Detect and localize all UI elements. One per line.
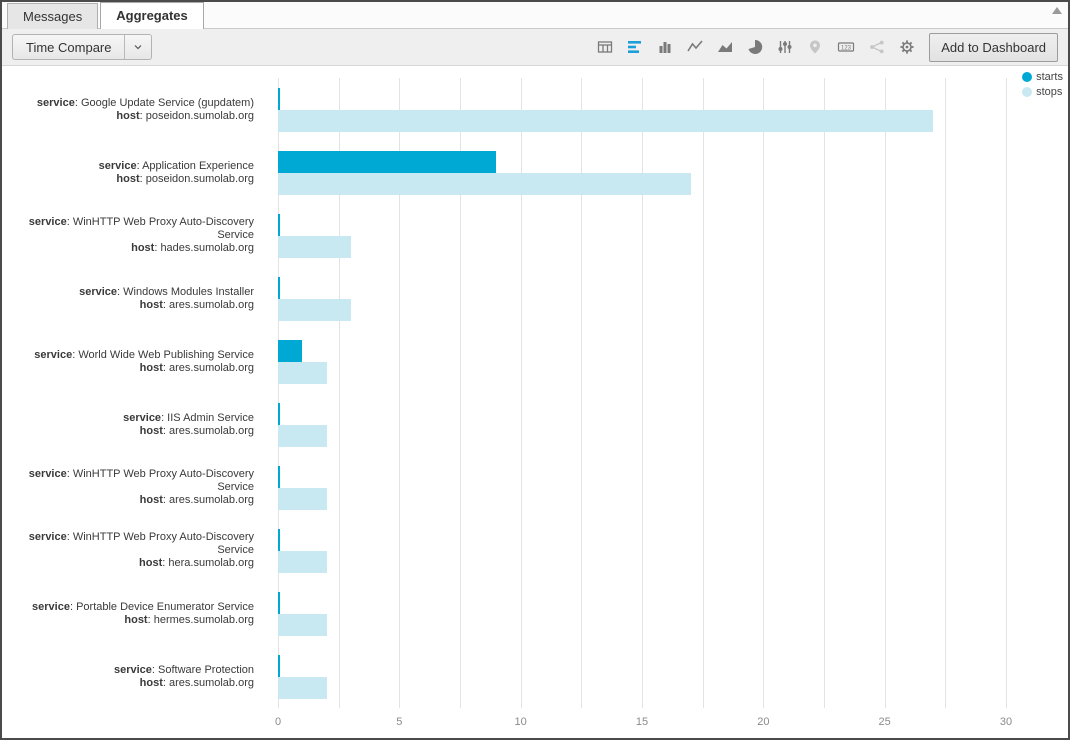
time-compare-label: Time Compare bbox=[26, 40, 112, 55]
gridline bbox=[824, 78, 825, 708]
legend-label: stops bbox=[1036, 86, 1063, 98]
bar-stops[interactable] bbox=[278, 613, 327, 636]
category-label: service: IIS Admin Service host: ares.sum… bbox=[123, 411, 254, 437]
bar-stops[interactable] bbox=[278, 235, 351, 258]
bar-starts[interactable] bbox=[278, 276, 281, 299]
bar-starts[interactable] bbox=[278, 528, 281, 551]
gridline bbox=[581, 78, 583, 708]
x-tick-label: 5 bbox=[396, 716, 403, 728]
bar-starts[interactable] bbox=[278, 150, 497, 173]
chevron-down-icon[interactable] bbox=[124, 35, 151, 59]
number-display-icon[interactable]: 123 bbox=[837, 39, 855, 55]
bar-stops[interactable] bbox=[278, 487, 327, 510]
x-tick-label: 20 bbox=[757, 716, 770, 728]
x-tick-label: 30 bbox=[999, 716, 1013, 728]
gridline bbox=[702, 78, 704, 708]
category-label: service: WinHTTP Web Proxy Auto-Discover… bbox=[28, 468, 254, 506]
bar-stops[interactable] bbox=[278, 361, 327, 384]
bar-starts[interactable] bbox=[278, 213, 281, 236]
category-label: service: Portable Device Enumerator Serv… bbox=[32, 600, 254, 626]
category-label: service: Windows Modules Installer host: … bbox=[79, 285, 254, 311]
bar-starts[interactable] bbox=[278, 402, 281, 425]
legend-dot bbox=[1022, 87, 1033, 97]
bar-starts[interactable] bbox=[278, 465, 281, 488]
x-tick-label: 25 bbox=[878, 716, 891, 728]
legend-item-stops[interactable]: stops bbox=[1022, 86, 1063, 98]
category-label: service: WinHTTP Web Proxy Auto-Discover… bbox=[28, 531, 254, 569]
gridline bbox=[338, 78, 340, 708]
bar-starts[interactable] bbox=[278, 339, 303, 362]
plot-area bbox=[278, 78, 1007, 708]
aggregates-chart: service: Google Update Service (gupdatem… bbox=[2, 66, 1068, 738]
tab-messages[interactable]: Messages bbox=[7, 3, 99, 29]
x-axis: 0 5 10 15 20 25 30 bbox=[274, 716, 1012, 731]
gridline bbox=[642, 78, 643, 708]
category-label: service: WinHTTP Web Proxy Auto-Discover… bbox=[28, 216, 254, 254]
pie-chart-icon[interactable] bbox=[747, 39, 763, 55]
gridline bbox=[460, 78, 461, 708]
category-label: service: World Wide Web Publishing Servi… bbox=[34, 348, 254, 374]
sliders-icon[interactable] bbox=[777, 39, 793, 55]
bar-stops[interactable] bbox=[278, 109, 934, 132]
legend-dot bbox=[1022, 72, 1033, 82]
gridline bbox=[278, 78, 279, 708]
x-tick-label: 0 bbox=[274, 716, 282, 728]
bar-stops[interactable] bbox=[278, 424, 327, 447]
category-labels: service: Google Update Service (gupdatem… bbox=[2, 78, 268, 708]
x-tick-label: 15 bbox=[635, 716, 649, 728]
category-label: service: Application Experience host: pos… bbox=[98, 159, 254, 185]
time-compare-button[interactable]: Time Compare bbox=[12, 34, 153, 60]
bar-starts[interactable] bbox=[278, 654, 281, 677]
bar-starts[interactable] bbox=[278, 591, 281, 614]
tab-bar: Messages Aggregates bbox=[2, 2, 1068, 29]
gear-icon[interactable] bbox=[899, 39, 915, 55]
gridline bbox=[763, 78, 765, 708]
table-icon[interactable] bbox=[597, 39, 613, 55]
gridline bbox=[1006, 78, 1007, 708]
node-graph-icon[interactable] bbox=[869, 39, 885, 55]
chart-type-icons: 123 bbox=[597, 39, 929, 55]
bar-chart-horizontal-icon[interactable] bbox=[627, 39, 643, 55]
x-tick-label: 10 bbox=[514, 716, 527, 728]
scroll-up-icon[interactable] bbox=[1052, 7, 1062, 14]
map-pin-icon[interactable] bbox=[807, 39, 823, 55]
tab-aggregates[interactable]: Aggregates bbox=[100, 2, 204, 29]
gridline bbox=[520, 78, 522, 708]
gridline bbox=[884, 78, 886, 708]
add-to-dashboard-button[interactable]: Add to Dashboard bbox=[929, 32, 1058, 62]
toolbar: Time Compare bbox=[2, 29, 1068, 66]
svg-text:123: 123 bbox=[841, 45, 852, 51]
category-label: service: Software Protection host: ares.s… bbox=[113, 663, 254, 689]
legend-label: starts bbox=[1036, 71, 1063, 83]
gridline bbox=[945, 78, 947, 708]
chart-legend: starts stops bbox=[1022, 71, 1063, 101]
category-label: service: Google Update Service (gupdatem… bbox=[36, 96, 254, 122]
legend-item-starts[interactable]: starts bbox=[1022, 71, 1063, 83]
bar-starts[interactable] bbox=[278, 87, 281, 110]
bar-stops[interactable] bbox=[278, 298, 351, 321]
area-chart-icon[interactable] bbox=[717, 39, 733, 55]
gridline bbox=[399, 78, 401, 708]
bar-stops[interactable] bbox=[278, 676, 327, 699]
bar-stops[interactable] bbox=[278, 550, 327, 573]
line-chart-icon[interactable] bbox=[687, 39, 703, 55]
bar-chart-vertical-icon[interactable] bbox=[657, 39, 673, 55]
bar-stops[interactable] bbox=[278, 172, 691, 195]
